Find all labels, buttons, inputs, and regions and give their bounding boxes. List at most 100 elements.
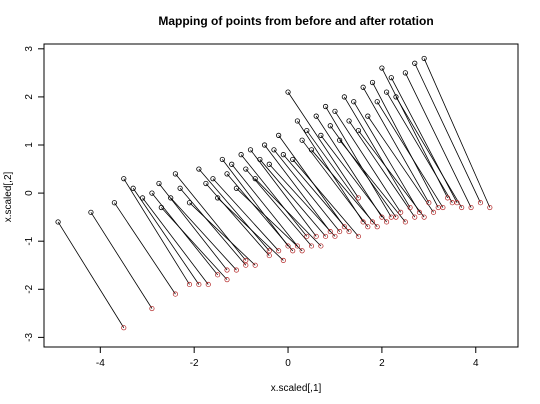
original-point bbox=[393, 94, 399, 100]
mapping-segment bbox=[123, 178, 190, 285]
rotated-point bbox=[172, 291, 178, 297]
mapping-segment bbox=[301, 139, 369, 228]
y-tick-label: -1 bbox=[24, 236, 35, 245]
chart-title: Mapping of points from before and after … bbox=[158, 14, 433, 28]
original-point bbox=[351, 99, 357, 105]
original-point bbox=[383, 89, 390, 95]
mapping-segment bbox=[353, 101, 420, 213]
mapping-segment bbox=[283, 154, 350, 232]
mapping-segment bbox=[372, 82, 439, 208]
mapping-segment bbox=[158, 183, 228, 271]
y-tick-label: 3 bbox=[24, 46, 35, 52]
rotated-point bbox=[379, 214, 385, 220]
mapping-segment bbox=[287, 91, 359, 199]
original-point bbox=[238, 152, 244, 158]
mapping-segment bbox=[161, 207, 228, 280]
mapping-segment bbox=[151, 192, 218, 276]
rotated-point bbox=[280, 257, 286, 263]
rotated-point bbox=[149, 305, 155, 312]
x-tick-label: -2 bbox=[190, 358, 199, 369]
mapping-segment bbox=[376, 101, 444, 208]
original-point bbox=[257, 156, 263, 163]
rotated-point bbox=[318, 243, 324, 249]
rotated-point bbox=[308, 243, 315, 249]
mapping-segment bbox=[329, 125, 397, 218]
rotated-point bbox=[215, 272, 221, 278]
rotated-point bbox=[477, 200, 484, 206]
original-point bbox=[379, 65, 385, 71]
rotated-point bbox=[299, 248, 305, 254]
mapping-segment bbox=[306, 130, 373, 223]
original-point bbox=[285, 89, 291, 95]
mapping-segment bbox=[315, 115, 383, 218]
rotated-point bbox=[407, 204, 413, 211]
original-point bbox=[313, 113, 319, 119]
rotated-point bbox=[374, 224, 380, 230]
rotated-point bbox=[430, 209, 437, 215]
original-point bbox=[421, 55, 427, 62]
mapping-segment bbox=[334, 111, 402, 213]
y-tick-label: 0 bbox=[24, 190, 35, 196]
rotated-point bbox=[445, 195, 451, 201]
mapping-segments bbox=[57, 58, 491, 328]
original-point bbox=[369, 79, 376, 86]
mapping-segment bbox=[311, 149, 378, 228]
rotated-point bbox=[243, 257, 249, 263]
rotated-point bbox=[440, 204, 446, 211]
mapping-segment bbox=[175, 173, 247, 261]
y-tick-label: 1 bbox=[24, 142, 35, 148]
original-point bbox=[203, 180, 209, 187]
original-point bbox=[346, 118, 352, 124]
original-point bbox=[365, 113, 371, 119]
mapping-segment bbox=[212, 178, 279, 252]
mapping-segment bbox=[339, 139, 406, 223]
rotated-point bbox=[186, 281, 193, 288]
original-point bbox=[271, 147, 277, 153]
original-point bbox=[219, 156, 225, 163]
mapping-segment bbox=[348, 120, 416, 218]
mapping-segment bbox=[179, 188, 247, 266]
rotated-point bbox=[224, 277, 230, 283]
rotated-point bbox=[365, 224, 371, 230]
rotated-point bbox=[121, 325, 127, 331]
mapping-segment bbox=[132, 188, 200, 285]
original-point bbox=[299, 137, 305, 143]
rotated-point bbox=[393, 214, 399, 220]
rotated-point bbox=[332, 233, 338, 239]
original-point bbox=[168, 195, 174, 201]
x-tick-label: 4 bbox=[473, 358, 479, 369]
rotated-point bbox=[384, 219, 390, 225]
original-point bbox=[196, 166, 202, 172]
mapping-segment bbox=[189, 202, 256, 266]
mapping-segment bbox=[320, 135, 387, 223]
rotated-point bbox=[426, 200, 432, 206]
rotated-point bbox=[398, 209, 404, 215]
y-tick-label: -2 bbox=[24, 284, 35, 293]
mapping-segment bbox=[114, 202, 176, 295]
mapping-segment bbox=[240, 154, 308, 237]
original-point bbox=[276, 132, 282, 138]
rotated-point bbox=[355, 233, 361, 239]
x-axis-label: x.scaled[,1] bbox=[271, 383, 322, 394]
original-point bbox=[177, 185, 183, 191]
rotated-point bbox=[243, 262, 249, 268]
original-point bbox=[280, 152, 286, 158]
original-point bbox=[290, 156, 296, 163]
rotated-point bbox=[323, 233, 329, 239]
original-point bbox=[156, 180, 162, 187]
original-point bbox=[186, 200, 193, 206]
original-point bbox=[243, 166, 249, 172]
original-point bbox=[318, 132, 324, 138]
rotated-point bbox=[327, 229, 333, 235]
rotated-point bbox=[313, 233, 319, 239]
rotated-point bbox=[276, 248, 282, 254]
y-axis-label: x.scaled[,2] bbox=[3, 171, 14, 222]
original-point bbox=[252, 176, 258, 182]
y-tick-label: -3 bbox=[24, 333, 35, 342]
mapping-segment bbox=[222, 159, 289, 247]
original-point bbox=[374, 99, 380, 105]
original-point bbox=[332, 108, 338, 114]
rotated-point bbox=[416, 209, 422, 215]
original-point bbox=[158, 204, 164, 211]
rotated-point bbox=[224, 267, 230, 273]
